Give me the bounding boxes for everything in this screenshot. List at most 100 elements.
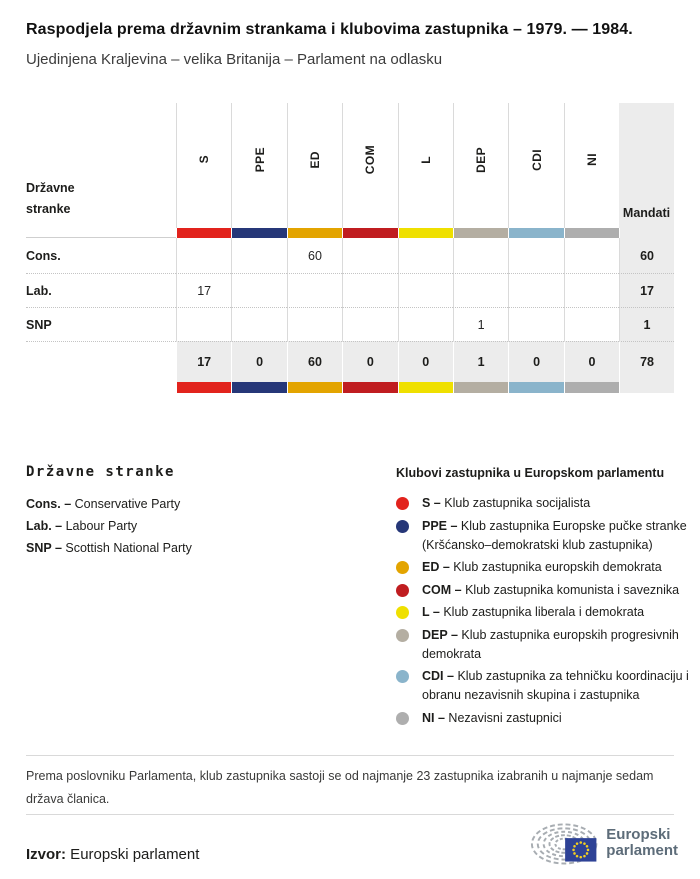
legend-group-item-ppe: PPE – Klub zastupnika Europske pučke str… bbox=[396, 517, 692, 555]
group-color-bar-bottom-s bbox=[176, 382, 232, 393]
seat-distribution-table: Državne stranke S PPE ED COM L DEP CDI N… bbox=[26, 103, 674, 393]
mandati-cell-snp: 1 bbox=[619, 307, 674, 341]
group-dot-icon bbox=[396, 628, 409, 642]
table-cell bbox=[452, 273, 509, 307]
table-cell bbox=[563, 238, 619, 273]
mandati-bar-spacer bbox=[619, 228, 674, 238]
group-dot-icon bbox=[396, 519, 409, 533]
table-cell bbox=[176, 238, 231, 273]
column-header-mandati: Mandati bbox=[619, 103, 674, 228]
legend-group-item-ed: ED – Klub zastupnika europskih demokrata bbox=[396, 558, 692, 577]
mandati-cell-lab: 17 bbox=[619, 273, 674, 307]
table-cell bbox=[342, 307, 398, 341]
legend-party-item: Lab. – Labour Party bbox=[26, 519, 138, 533]
mandati-bottom-spacer bbox=[619, 382, 674, 393]
eu-flag-icon bbox=[565, 838, 597, 862]
total-cell-cdi: 0 bbox=[508, 341, 564, 382]
legend-groups-title: Klubovi zastupnika u Europskom parlament… bbox=[396, 466, 665, 480]
group-dot-icon bbox=[396, 711, 409, 725]
legend-political-groups: Klubovi zastupnika u Europskom parlament… bbox=[396, 466, 692, 731]
page-subtitle: Ujedinjena Kraljevina – velika Britanija… bbox=[26, 51, 443, 68]
group-color-bar-bottom-ppe bbox=[231, 382, 287, 393]
table-cell bbox=[231, 307, 287, 341]
group-color-bar-ed bbox=[286, 228, 343, 238]
table-cell bbox=[563, 307, 620, 341]
table-cell bbox=[231, 238, 286, 273]
total-cell-dep: 1 bbox=[452, 341, 509, 382]
group-dot-icon bbox=[396, 670, 409, 683]
table-cell bbox=[397, 273, 453, 307]
table-cell bbox=[452, 238, 508, 273]
column-header-ni: NI bbox=[563, 103, 619, 228]
legend-group-item-dep: DEP – Klub zastupnika europskih progresi… bbox=[396, 626, 692, 664]
legend-group-item-s: S – Klub zastupnika socijalista bbox=[396, 494, 692, 513]
group-color-bar-dep bbox=[452, 228, 509, 238]
table-cell: 60 bbox=[286, 238, 342, 273]
legend-parties-title: Državne stranke bbox=[26, 464, 175, 480]
column-header-ed: ED bbox=[286, 103, 342, 228]
totals-row-spacer bbox=[26, 341, 176, 382]
group-dot-icon bbox=[396, 606, 409, 619]
party-label-cons: Cons. bbox=[26, 248, 61, 263]
table-cell bbox=[342, 273, 398, 307]
group-color-bar-bottom-dep bbox=[452, 382, 509, 393]
table-cell bbox=[397, 238, 453, 273]
mandati-cell-cons: 60 bbox=[619, 238, 674, 273]
table-cell bbox=[563, 273, 620, 307]
group-color-bar-ni bbox=[563, 228, 620, 238]
legend-group-item-cdi: CDI – Klub zastupnika za tehničku koordi… bbox=[396, 667, 692, 705]
total-cell-com: 0 bbox=[342, 341, 398, 382]
column-header-s: S bbox=[176, 103, 231, 228]
table-cell bbox=[286, 307, 343, 341]
table-cell bbox=[286, 273, 343, 307]
total-cell-ni: 0 bbox=[563, 341, 620, 382]
hemicycle-icon bbox=[530, 823, 598, 865]
source-line: Izvor: Europski parlament bbox=[26, 846, 200, 863]
european-parliament-logo: Europski parlament bbox=[528, 820, 678, 866]
total-cell-s: 17 bbox=[176, 341, 232, 382]
table-cell bbox=[508, 238, 563, 273]
table-cell bbox=[231, 273, 287, 307]
legend-national-parties: Državne stranke Cons. – Conservative Par… bbox=[26, 464, 366, 559]
column-header-cdi: CDI bbox=[508, 103, 563, 228]
table-cell bbox=[508, 307, 564, 341]
group-color-bar-bottom-l bbox=[397, 382, 453, 393]
group-dot-icon bbox=[396, 583, 409, 597]
page-title: Raspodjela prema državnim strankama i kl… bbox=[26, 21, 633, 38]
divider bbox=[26, 755, 674, 756]
logo-wordmark: Europski parlament bbox=[606, 826, 678, 859]
group-color-bar-ppe bbox=[231, 228, 287, 238]
bottom-bar-spacer bbox=[26, 382, 176, 393]
legend-group-item-ni: NI – Nezavisni zastupnici bbox=[396, 709, 692, 728]
table-cell bbox=[342, 238, 397, 273]
table-cell bbox=[397, 307, 453, 341]
group-dot-icon bbox=[396, 497, 409, 510]
header-rule bbox=[26, 228, 176, 238]
total-cell-mandati: 78 bbox=[619, 341, 674, 382]
group-color-bar-l bbox=[397, 228, 453, 238]
divider bbox=[26, 814, 674, 815]
legend-group-item-com: COM – Klub zastupnika komunista i savezn… bbox=[396, 581, 692, 600]
footnote-text: Prema poslovniku Parlamenta, klub zastup… bbox=[26, 769, 654, 806]
table-cell bbox=[176, 307, 232, 341]
table-row-header-label: Državne stranke bbox=[26, 181, 75, 216]
table-cell: 17 bbox=[176, 273, 232, 307]
column-header-l: L bbox=[397, 103, 453, 228]
group-color-bar-bottom-cdi bbox=[508, 382, 564, 393]
group-color-bar-bottom-com bbox=[342, 382, 398, 393]
group-color-bar-bottom-ed bbox=[286, 382, 343, 393]
group-dot-icon bbox=[396, 561, 409, 574]
total-cell-ed: 60 bbox=[286, 341, 343, 382]
group-color-bar-bottom-ni bbox=[563, 382, 620, 393]
total-cell-ppe: 0 bbox=[231, 341, 287, 382]
column-header-com: COM bbox=[342, 103, 397, 228]
group-color-bar-com bbox=[342, 228, 398, 238]
column-header-dep: DEP bbox=[452, 103, 508, 228]
table-cell: 1 bbox=[452, 307, 509, 341]
group-color-bar-s bbox=[176, 228, 232, 238]
legend-party-item: SNP – Scottish National Party bbox=[26, 541, 192, 555]
column-header-ppe: PPE bbox=[231, 103, 286, 228]
legend-party-item: Cons. – Conservative Party bbox=[26, 497, 181, 511]
table-cell bbox=[508, 273, 564, 307]
